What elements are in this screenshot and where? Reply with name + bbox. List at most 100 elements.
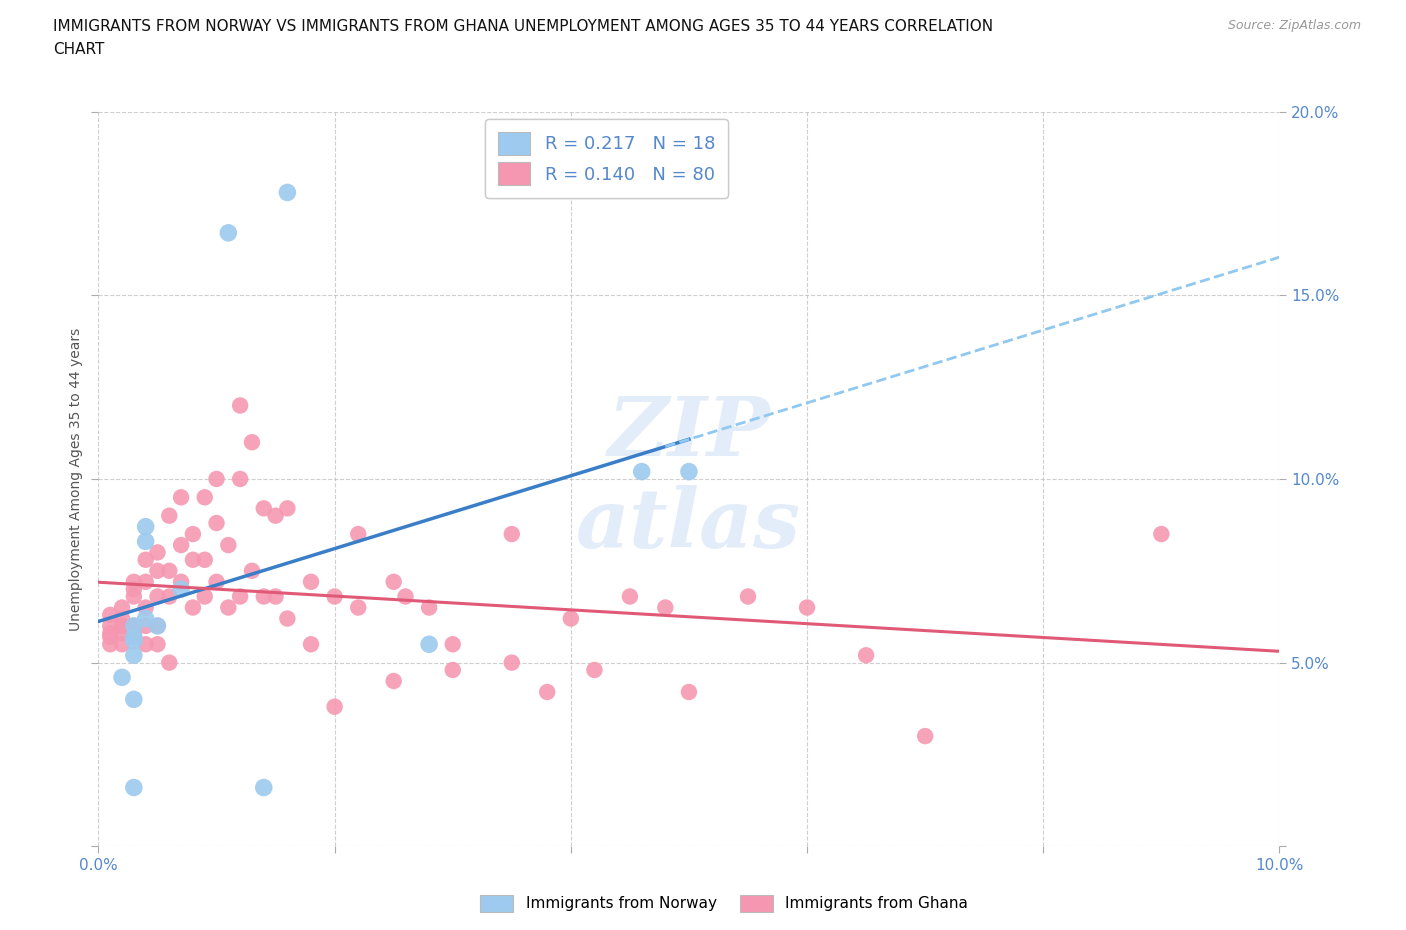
Point xyxy=(111,618,134,633)
Point xyxy=(98,618,121,633)
Point xyxy=(111,600,134,615)
Point xyxy=(122,582,145,597)
Point xyxy=(122,633,145,648)
Point xyxy=(170,538,193,552)
Point xyxy=(122,780,145,795)
Point xyxy=(98,626,121,641)
Legend: Immigrants from Norway, Immigrants from Ghana: Immigrants from Norway, Immigrants from … xyxy=(474,889,974,918)
Point xyxy=(205,575,228,590)
Point xyxy=(111,637,134,652)
Point xyxy=(205,515,228,530)
Point xyxy=(122,618,145,633)
Point xyxy=(253,501,276,516)
Point xyxy=(98,637,121,652)
Point xyxy=(654,600,676,615)
Point xyxy=(347,600,370,615)
Point xyxy=(501,655,523,670)
Point xyxy=(146,618,169,633)
Point xyxy=(536,684,558,699)
Point xyxy=(347,526,370,541)
Point xyxy=(146,564,169,578)
Point xyxy=(170,490,193,505)
Point xyxy=(205,472,228,486)
Point xyxy=(135,600,157,615)
Legend: R = 0.217   N = 18, R = 0.140   N = 80: R = 0.217 N = 18, R = 0.140 N = 80 xyxy=(485,119,727,198)
Point xyxy=(217,538,239,552)
Point xyxy=(583,662,606,677)
Point xyxy=(111,626,134,641)
Point xyxy=(122,692,145,707)
Point xyxy=(299,575,322,590)
Point xyxy=(501,526,523,541)
Point xyxy=(194,490,217,505)
Point xyxy=(276,501,298,516)
Point xyxy=(170,575,193,590)
Point xyxy=(122,618,145,633)
Point xyxy=(194,589,217,604)
Point xyxy=(382,575,405,590)
Point xyxy=(678,684,700,699)
Point xyxy=(157,589,180,604)
Text: CHART: CHART xyxy=(53,42,105,57)
Point xyxy=(264,589,287,604)
Point xyxy=(855,648,877,663)
Point xyxy=(135,575,157,590)
Point xyxy=(418,637,440,652)
Point xyxy=(441,637,464,652)
Point xyxy=(111,670,134,684)
Point xyxy=(229,472,252,486)
Point xyxy=(122,589,145,604)
Point xyxy=(170,582,193,597)
Point xyxy=(678,464,700,479)
Point xyxy=(264,508,287,523)
Point xyxy=(146,545,169,560)
Point xyxy=(135,637,157,652)
Point xyxy=(914,729,936,744)
Point xyxy=(796,600,818,615)
Point xyxy=(122,648,145,663)
Point xyxy=(146,637,169,652)
Point xyxy=(111,611,134,626)
Point xyxy=(157,564,180,578)
Point xyxy=(382,673,405,688)
Text: Source: ZipAtlas.com: Source: ZipAtlas.com xyxy=(1227,19,1361,32)
Point xyxy=(135,519,157,534)
Point xyxy=(217,225,239,240)
Text: ZIP
atlas: ZIP atlas xyxy=(576,392,801,565)
Point xyxy=(229,589,252,604)
Point xyxy=(98,630,121,644)
Point xyxy=(1150,526,1173,541)
Point xyxy=(181,600,204,615)
Point xyxy=(194,552,217,567)
Point xyxy=(98,607,121,622)
Point xyxy=(111,618,134,633)
Point xyxy=(181,526,204,541)
Point xyxy=(323,699,346,714)
Point xyxy=(619,589,641,604)
Point xyxy=(737,589,759,604)
Point xyxy=(146,618,169,633)
Point xyxy=(560,611,582,626)
Point xyxy=(217,600,239,615)
Y-axis label: Unemployment Among Ages 35 to 44 years: Unemployment Among Ages 35 to 44 years xyxy=(69,327,83,631)
Point xyxy=(418,600,440,615)
Point xyxy=(157,655,180,670)
Point xyxy=(135,552,157,567)
Point xyxy=(122,630,145,644)
Point xyxy=(157,508,180,523)
Point xyxy=(135,611,157,626)
Point xyxy=(135,534,157,549)
Point xyxy=(122,626,145,641)
Text: IMMIGRANTS FROM NORWAY VS IMMIGRANTS FROM GHANA UNEMPLOYMENT AMONG AGES 35 TO 44: IMMIGRANTS FROM NORWAY VS IMMIGRANTS FRO… xyxy=(53,19,994,33)
Point xyxy=(441,662,464,677)
Point xyxy=(394,589,416,604)
Point xyxy=(253,780,276,795)
Point xyxy=(276,611,298,626)
Point xyxy=(276,185,298,200)
Point xyxy=(229,398,252,413)
Point xyxy=(253,589,276,604)
Point xyxy=(630,464,652,479)
Point xyxy=(299,637,322,652)
Point xyxy=(122,575,145,590)
Point xyxy=(135,618,157,633)
